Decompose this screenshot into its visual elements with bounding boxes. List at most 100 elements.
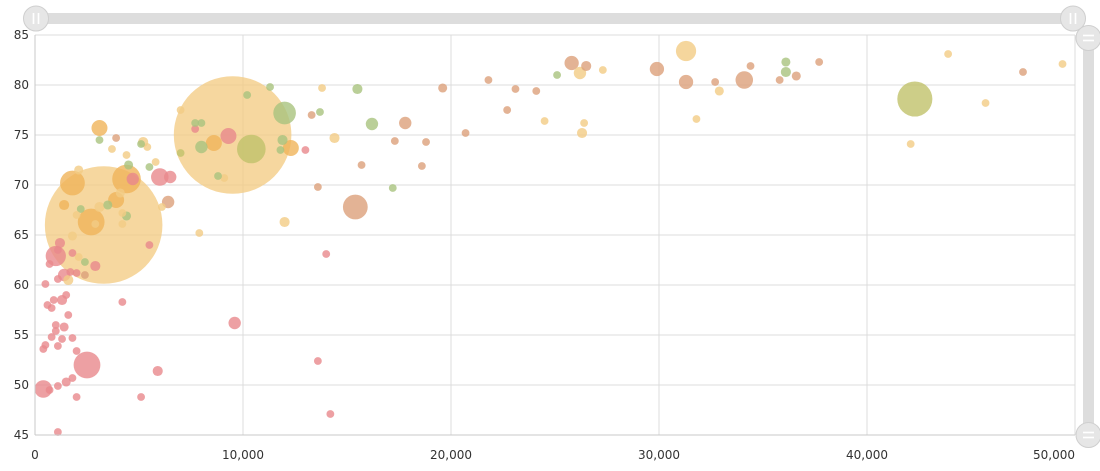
bottom-range-handle[interactable]	[1075, 422, 1100, 448]
bubble-point[interactable]	[422, 138, 430, 146]
bubble-point[interactable]	[103, 200, 113, 210]
bubble-point[interactable]	[243, 91, 252, 99]
bubble-point[interactable]	[781, 57, 791, 67]
bubble-point[interactable]	[282, 140, 299, 156]
bubble-point[interactable]	[152, 365, 163, 377]
right-range-handle-knob[interactable]	[1060, 5, 1086, 32]
bubble-point[interactable]	[74, 165, 84, 175]
bubble-point[interactable]	[112, 134, 121, 142]
bubble-point[interactable]	[108, 145, 116, 153]
bubble-point[interactable]	[76, 205, 85, 213]
bubble-point[interactable]	[124, 160, 134, 170]
bubble-point[interactable]	[195, 140, 208, 154]
bubble-point[interactable]	[313, 357, 322, 365]
bubble-point[interactable]	[54, 237, 66, 249]
bubble-point[interactable]	[318, 84, 326, 92]
bubble-point[interactable]	[503, 106, 512, 114]
bubble-point[interactable]	[322, 250, 331, 258]
bubble-point[interactable]	[417, 162, 426, 170]
bubble-point[interactable]	[164, 170, 177, 184]
bubble-point[interactable]	[68, 249, 77, 257]
bubble-point[interactable]	[118, 220, 127, 228]
bubble-point[interactable]	[775, 76, 784, 84]
bubble-point[interactable]	[94, 201, 105, 213]
bubble-point[interactable]	[815, 58, 824, 66]
bubble-point[interactable]	[145, 241, 154, 249]
bubble-point[interactable]	[944, 50, 953, 58]
bubble-point[interactable]	[438, 83, 448, 93]
bubble-point[interactable]	[511, 85, 520, 93]
bubble-point[interactable]	[564, 55, 579, 71]
bubble-point[interactable]	[532, 87, 541, 95]
bubble-point[interactable]	[365, 117, 379, 131]
bubble-point[interactable]	[228, 316, 241, 330]
bubble-point[interactable]	[678, 74, 694, 90]
bubble-point[interactable]	[58, 335, 66, 343]
bubble-point[interactable]	[329, 132, 340, 144]
bubble-point[interactable]	[675, 40, 697, 62]
bubble-point[interactable]	[649, 61, 665, 77]
bubble-point[interactable]	[45, 260, 54, 268]
bubble-point[interactable]	[1019, 68, 1027, 76]
bubble-point[interactable]	[237, 134, 266, 164]
bubble-point[interactable]	[316, 108, 324, 116]
bubble-point[interactable]	[276, 146, 285, 154]
bubble-point[interactable]	[81, 258, 89, 266]
bubble-point[interactable]	[73, 351, 101, 379]
vertical-scrollbar-track[interactable]	[1083, 37, 1094, 435]
bubble-point[interactable]	[301, 146, 310, 154]
bubble-point[interactable]	[72, 211, 81, 219]
bubble-point[interactable]	[461, 129, 470, 137]
bubble-point[interactable]	[118, 209, 127, 217]
right-range-handle[interactable]	[1060, 5, 1086, 32]
bubble-point[interactable]	[68, 334, 77, 342]
bubble-point[interactable]	[357, 161, 366, 169]
bubble-point[interactable]	[90, 260, 101, 272]
vertical-range-scrollbar[interactable]	[1075, 25, 1100, 448]
bubble-point[interactable]	[53, 342, 62, 350]
bubble-point[interactable]	[342, 194, 368, 220]
bubble-point[interactable]	[49, 296, 58, 304]
bubble-point[interactable]	[47, 304, 56, 312]
bubble-point[interactable]	[53, 428, 62, 436]
bubble-point[interactable]	[714, 86, 724, 96]
bubble-point[interactable]	[68, 374, 77, 382]
bubble-point[interactable]	[277, 134, 288, 146]
bubble-point[interactable]	[137, 140, 145, 148]
bubble-point[interactable]	[540, 117, 549, 125]
bubble-point[interactable]	[484, 76, 493, 84]
bubble-point[interactable]	[53, 246, 62, 254]
bubble-point[interactable]	[59, 199, 70, 211]
bubble-point[interactable]	[67, 231, 77, 241]
bubble-point[interactable]	[95, 136, 104, 144]
bubble-point[interactable]	[176, 149, 185, 157]
bubble-point[interactable]	[47, 333, 56, 341]
bubble-point[interactable]	[62, 291, 71, 299]
bubble-point[interactable]	[326, 410, 335, 418]
bubble-point[interactable]	[580, 119, 589, 127]
bubble-point[interactable]	[45, 386, 54, 394]
bubble-point[interactable]	[143, 143, 152, 151]
bubble-point[interactable]	[60, 170, 85, 196]
bubble-point[interactable]	[220, 174, 229, 182]
bubble-point[interactable]	[151, 168, 169, 186]
bubble-point[interactable]	[711, 78, 720, 86]
left-range-handle-knob[interactable]	[23, 5, 49, 32]
bubble-point[interactable]	[115, 188, 125, 198]
bubble-point[interactable]	[81, 271, 89, 279]
bubble-point[interactable]	[51, 327, 60, 335]
horizontal-scrollbar-track[interactable]	[36, 13, 1074, 24]
bubble-point[interactable]	[61, 377, 71, 387]
top-range-handle-knob[interactable]	[1075, 25, 1100, 51]
bubble-point[interactable]	[72, 393, 81, 401]
bubble-point[interactable]	[352, 83, 363, 95]
bubble-point[interactable]	[77, 208, 105, 236]
bubble-point[interactable]	[266, 83, 274, 91]
bubble-point[interactable]	[66, 268, 75, 276]
bubble-point[interactable]	[53, 275, 62, 283]
bubble-point[interactable]	[195, 229, 204, 237]
bubble-point[interactable]	[279, 216, 290, 228]
bubble-point[interactable]	[41, 280, 50, 288]
bubble-point[interactable]	[1058, 60, 1067, 68]
bubble-point[interactable]	[553, 71, 561, 79]
